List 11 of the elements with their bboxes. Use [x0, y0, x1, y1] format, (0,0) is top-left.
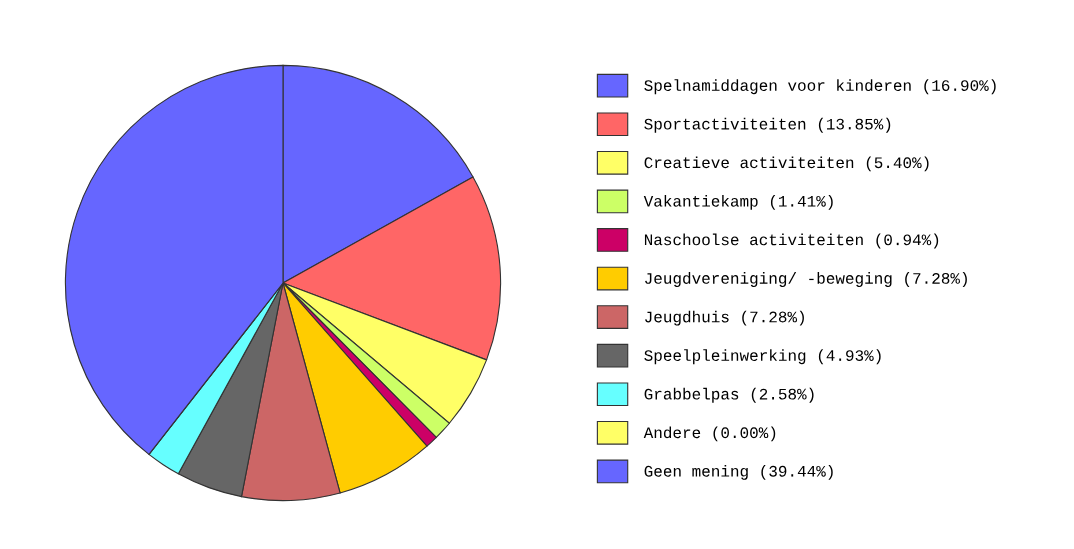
legend-label: Grabbelpas (2.58%)	[644, 387, 814, 403]
legend-label: Naschoolse activiteiten (0.94%)	[644, 233, 939, 249]
legend-label: Creatieve activiteiten (5.40%)	[644, 156, 929, 172]
legend-label: Sportactiviteiten (13.85%)	[644, 117, 891, 133]
legend-label: Jeugdvereniging/ -beweging (7.28%)	[645, 272, 967, 288]
legend-label: Spelnamiddagen voor kinderen (16.90%)	[644, 79, 996, 95]
legend-label: Andere (0.00%)	[643, 426, 776, 442]
legend-label: Speelpleinwerking (4.93%)	[644, 349, 881, 365]
legend-label: Geen mening (39.44%)	[644, 464, 833, 480]
legend-label: Jeugdhuis (7.28%)	[645, 310, 804, 326]
legend-label: Vakantiekamp (1.41%)	[643, 194, 833, 210]
